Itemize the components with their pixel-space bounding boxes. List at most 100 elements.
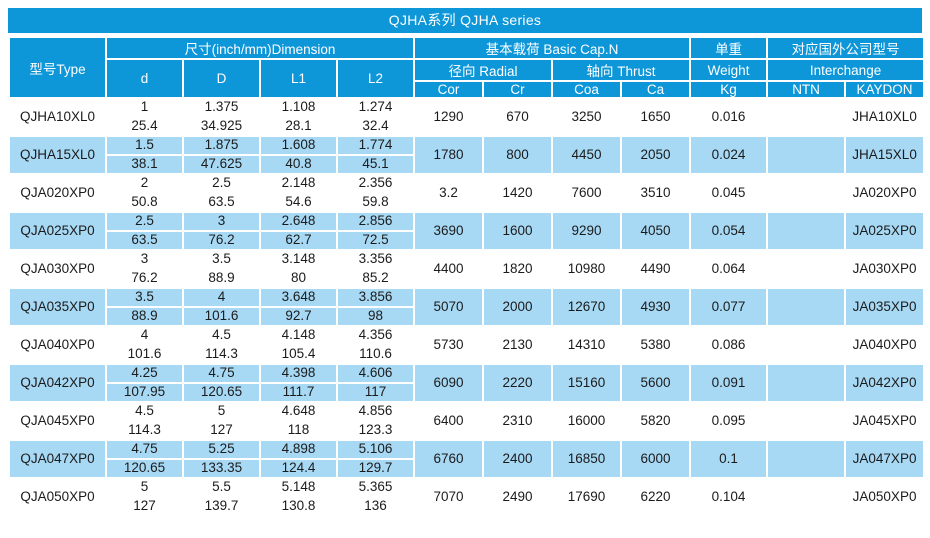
L1-inch-cell: 4.398 (259, 363, 338, 384)
col-header-kg: Kg (689, 80, 769, 99)
kg-cell: 0.1 (689, 439, 769, 479)
table-row: QJA035XP0 3.5 4 3.648 3.856 5070 2000 12… (8, 287, 926, 327)
ca-cell: 5600 (620, 363, 692, 403)
ca-cell: 4490 (620, 249, 692, 289)
D-mm-cell: 34.925 (182, 116, 261, 137)
d-mm-cell: 25.4 (105, 116, 184, 137)
L1-mm-cell: 124.4 (259, 458, 338, 479)
col-group-thrust: 轴向 Thrust (551, 58, 692, 82)
cor-cell: 6090 (413, 363, 485, 403)
D-inch-cell: 5 (182, 401, 261, 422)
L1-mm-cell: 62.7 (259, 230, 338, 251)
col-header-cr: Cr (482, 80, 554, 99)
table-row: QJA042XP0 4.25 4.75 4.398 4.606 6090 222… (8, 363, 926, 403)
d-inch-cell: 4.5 (105, 401, 184, 422)
coa-cell: 15160 (551, 363, 623, 403)
D-inch-cell: 4.75 (182, 363, 261, 384)
L2-inch-cell: 4.356 (335, 325, 416, 346)
L2-mm-cell: 59.8 (335, 192, 416, 213)
d-inch-cell: 1.5 (105, 135, 184, 156)
D-inch-cell: 3.5 (182, 249, 261, 270)
model-cell: QJA040XP0 (8, 325, 107, 365)
D-mm-cell: 76.2 (182, 230, 261, 251)
model-cell: QJA025XP0 (8, 211, 107, 251)
D-inch-cell: 1.875 (182, 135, 261, 156)
D-inch-cell: 4.5 (182, 325, 261, 346)
d-mm-cell: 114.3 (105, 420, 184, 441)
L2-mm-cell: 32.4 (335, 116, 416, 137)
L2-inch-cell: 1.274 (335, 97, 416, 118)
coa-cell: 9290 (551, 211, 623, 251)
ntn-cell (766, 211, 847, 251)
D-inch-cell: 2.5 (182, 173, 261, 194)
D-inch-cell: 5.25 (182, 439, 261, 460)
L1-mm-cell: 80 (259, 268, 338, 289)
L1-inch-cell: 4.148 (259, 325, 338, 346)
col-group-dimension: 尺寸(inch/mm)Dimension (104, 36, 416, 60)
L1-inch-cell: 1.108 (259, 97, 338, 118)
d-mm-cell: 63.5 (105, 230, 184, 251)
L2-inch-cell: 1.774 (335, 135, 416, 156)
D-mm-cell: 133.35 (182, 458, 261, 479)
model-cell: QJA050XP0 (8, 477, 107, 517)
ntn-cell (766, 173, 847, 213)
L2-inch-cell: 5.365 (335, 477, 416, 498)
cor-cell: 1290 (413, 97, 485, 137)
ca-cell: 4930 (620, 287, 692, 327)
L2-inch-cell: 5.106 (335, 439, 416, 460)
col-header-cor: Cor (413, 80, 485, 99)
col-group-interchange-cn: 对应国外公司型号 (766, 36, 926, 60)
cor-cell: 5070 (413, 287, 485, 327)
cr-cell: 2400 (482, 439, 554, 479)
col-header-ca: Ca (620, 80, 692, 99)
ntn-cell (766, 135, 847, 175)
kg-cell: 0.064 (689, 249, 769, 289)
catalog-table: QJHA系列 QJHA series 型号Type 尺寸(inch/mm)Dim… (8, 8, 926, 517)
table-row-mm: 25.4 34.925 28.1 32.4 (9, 116, 924, 137)
D-mm-cell: 47.625 (182, 154, 261, 175)
table-row-mm: 127 139.7 130.8 136 (9, 496, 924, 517)
cr-cell: 2000 (482, 287, 554, 327)
L2-mm-cell: 117 (335, 382, 416, 403)
kaydon-cell: JA040XP0 (844, 325, 926, 365)
ntn-cell (766, 401, 847, 441)
kg-cell: 0.086 (689, 325, 769, 365)
D-inch-cell: 3 (182, 211, 261, 232)
col-header-coa: Coa (551, 80, 623, 99)
cor-cell: 6760 (413, 439, 485, 479)
model-cell: QJHA10XL0 (8, 97, 107, 137)
table-row-mm: 38.1 47.625 40.8 45.1 (9, 154, 924, 175)
cor-cell: 4400 (413, 249, 485, 289)
coa-cell: 7600 (551, 173, 623, 213)
model-cell: QJA030XP0 (8, 249, 107, 289)
table-row-mm: 50.8 63.5 54.6 59.8 (9, 192, 924, 213)
d-mm-cell: 76.2 (105, 268, 184, 289)
kg-cell: 0.077 (689, 287, 769, 327)
ntn-cell (766, 287, 847, 327)
D-mm-cell: 88.9 (182, 268, 261, 289)
cr-cell: 1820 (482, 249, 554, 289)
D-mm-cell: 101.6 (182, 306, 261, 327)
cor-cell: 1780 (413, 135, 485, 175)
kg-cell: 0.045 (689, 173, 769, 213)
L1-inch-cell: 5.148 (259, 477, 338, 498)
L2-inch-cell: 3.856 (335, 287, 416, 308)
col-header-d: d (105, 58, 184, 99)
kg-cell: 0.054 (689, 211, 769, 251)
coa-cell: 12670 (551, 287, 623, 327)
table-row: QJHA10XL0 1 1.375 1.108 1.274 1290 670 3… (8, 97, 926, 137)
L2-inch-cell: 3.356 (335, 249, 416, 270)
L1-mm-cell: 54.6 (259, 192, 338, 213)
D-mm-cell: 114.3 (182, 344, 261, 365)
D-mm-cell: 63.5 (182, 192, 261, 213)
ntn-cell (766, 97, 847, 137)
table-row: QJA047XP0 4.75 5.25 4.898 5.106 6760 240… (8, 439, 926, 479)
kaydon-cell: JA020XP0 (844, 173, 926, 213)
col-header-kaydon: KAYDON (844, 80, 926, 99)
model-cell: QJA020XP0 (8, 173, 107, 213)
L1-mm-cell: 130.8 (259, 496, 338, 517)
d-mm-cell: 120.65 (105, 458, 184, 479)
d-mm-cell: 38.1 (105, 154, 184, 175)
L1-mm-cell: 92.7 (259, 306, 338, 327)
D-mm-cell: 139.7 (182, 496, 261, 517)
